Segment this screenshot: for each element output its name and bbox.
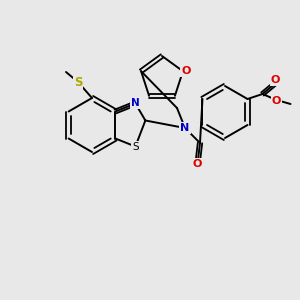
Text: N: N (131, 98, 140, 107)
Text: O: O (272, 96, 281, 106)
Text: O: O (181, 66, 190, 76)
Text: O: O (192, 159, 202, 169)
Text: S: S (74, 76, 82, 88)
Text: O: O (271, 75, 280, 85)
Text: S: S (132, 142, 139, 152)
Text: N: N (180, 123, 190, 133)
